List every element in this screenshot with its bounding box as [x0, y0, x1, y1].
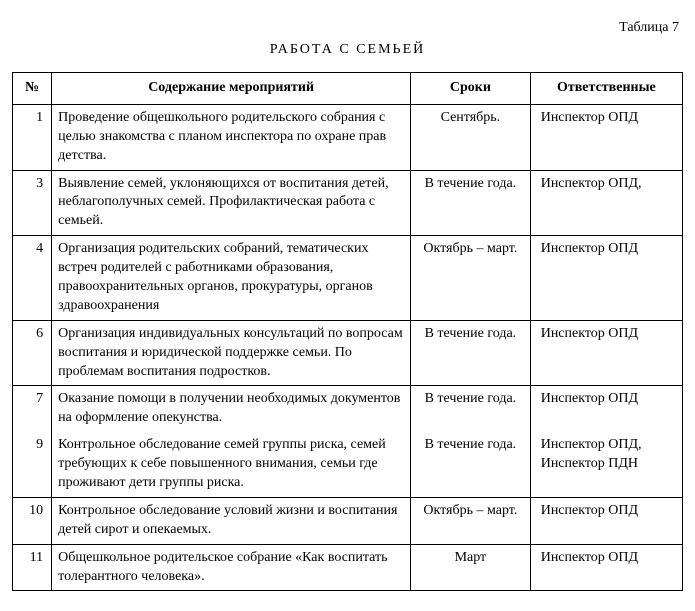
cell-content: Организация индивидуальных консультаций … [52, 320, 411, 386]
cell-content: Общешкольное родительское собрание «Как … [52, 544, 411, 591]
cell-dates: Октябрь – март. [411, 497, 531, 544]
cell-dates: Сентябрь. [411, 104, 531, 170]
header-content: Содержание мероприятий [52, 73, 411, 105]
cell-content: Организация родительских собраний, темат… [52, 236, 411, 321]
cell-content: Оказание помощи в получении необходимых … [52, 386, 411, 432]
table-row: 11 Общешкольное родительское собрание «К… [13, 544, 683, 591]
table-number-label: Таблица 7 [12, 20, 683, 36]
cell-dates: Март [411, 544, 531, 591]
cell-num: 6 [13, 320, 52, 386]
table-row: 10 Контрольное обследование условий жизн… [13, 497, 683, 544]
cell-dates: В течение года. [411, 320, 531, 386]
cell-dates: Октябрь – март. [411, 236, 531, 321]
cell-resp: Инспектор ОПД, Инспектор ПДН [530, 432, 682, 497]
cell-resp: Инспектор ОПД [530, 104, 682, 170]
cell-num: 11 [13, 544, 52, 591]
cell-dates: В течение года. [411, 432, 531, 497]
header-dates: Сроки [411, 73, 531, 105]
cell-content: Выявление семей, уклоняющихся от воспита… [52, 170, 411, 236]
page-title: РАБОТА С СЕМЬЕЙ [12, 42, 683, 58]
cell-dates: В течение года. [411, 170, 531, 236]
header-num: № [13, 73, 52, 105]
cell-dates: В течение года. [411, 386, 531, 432]
table-row: 3 Выявление семей, уклоняющихся от воспи… [13, 170, 683, 236]
table-row: 6 Организация индивидуальных консультаци… [13, 320, 683, 386]
cell-content: Контрольное обследование условий жизни и… [52, 497, 411, 544]
cell-resp: Инспектор ОПД [530, 497, 682, 544]
table-row: 4 Организация родительских собраний, тем… [13, 236, 683, 321]
cell-resp: Инспектор ОПД, [530, 170, 682, 236]
cell-num: 9 [13, 432, 52, 497]
cell-content: Проведение общешкольного родительского с… [52, 104, 411, 170]
cell-num: 7 [13, 386, 52, 432]
cell-num: 3 [13, 170, 52, 236]
cell-resp: Инспектор ОПД [530, 544, 682, 591]
table-row: 1 Проведение общешкольного родительского… [13, 104, 683, 170]
cell-num: 10 [13, 497, 52, 544]
cell-content: Контрольное обследование семей группы ри… [52, 432, 411, 497]
cell-num: 1 [13, 104, 52, 170]
cell-resp: Инспектор ОПД [530, 320, 682, 386]
header-responsible: Ответственные [530, 73, 682, 105]
table-row: 9 Контрольное обследование семей группы … [13, 432, 683, 497]
events-table: № Содержание мероприятий Сроки Ответстве… [12, 72, 683, 591]
cell-num: 4 [13, 236, 52, 321]
table-row: 7 Оказание помощи в получении необходимы… [13, 386, 683, 432]
cell-resp: Инспектор ОПД [530, 386, 682, 432]
table-header-row: № Содержание мероприятий Сроки Ответстве… [13, 73, 683, 105]
cell-resp: Инспектор ОПД [530, 236, 682, 321]
